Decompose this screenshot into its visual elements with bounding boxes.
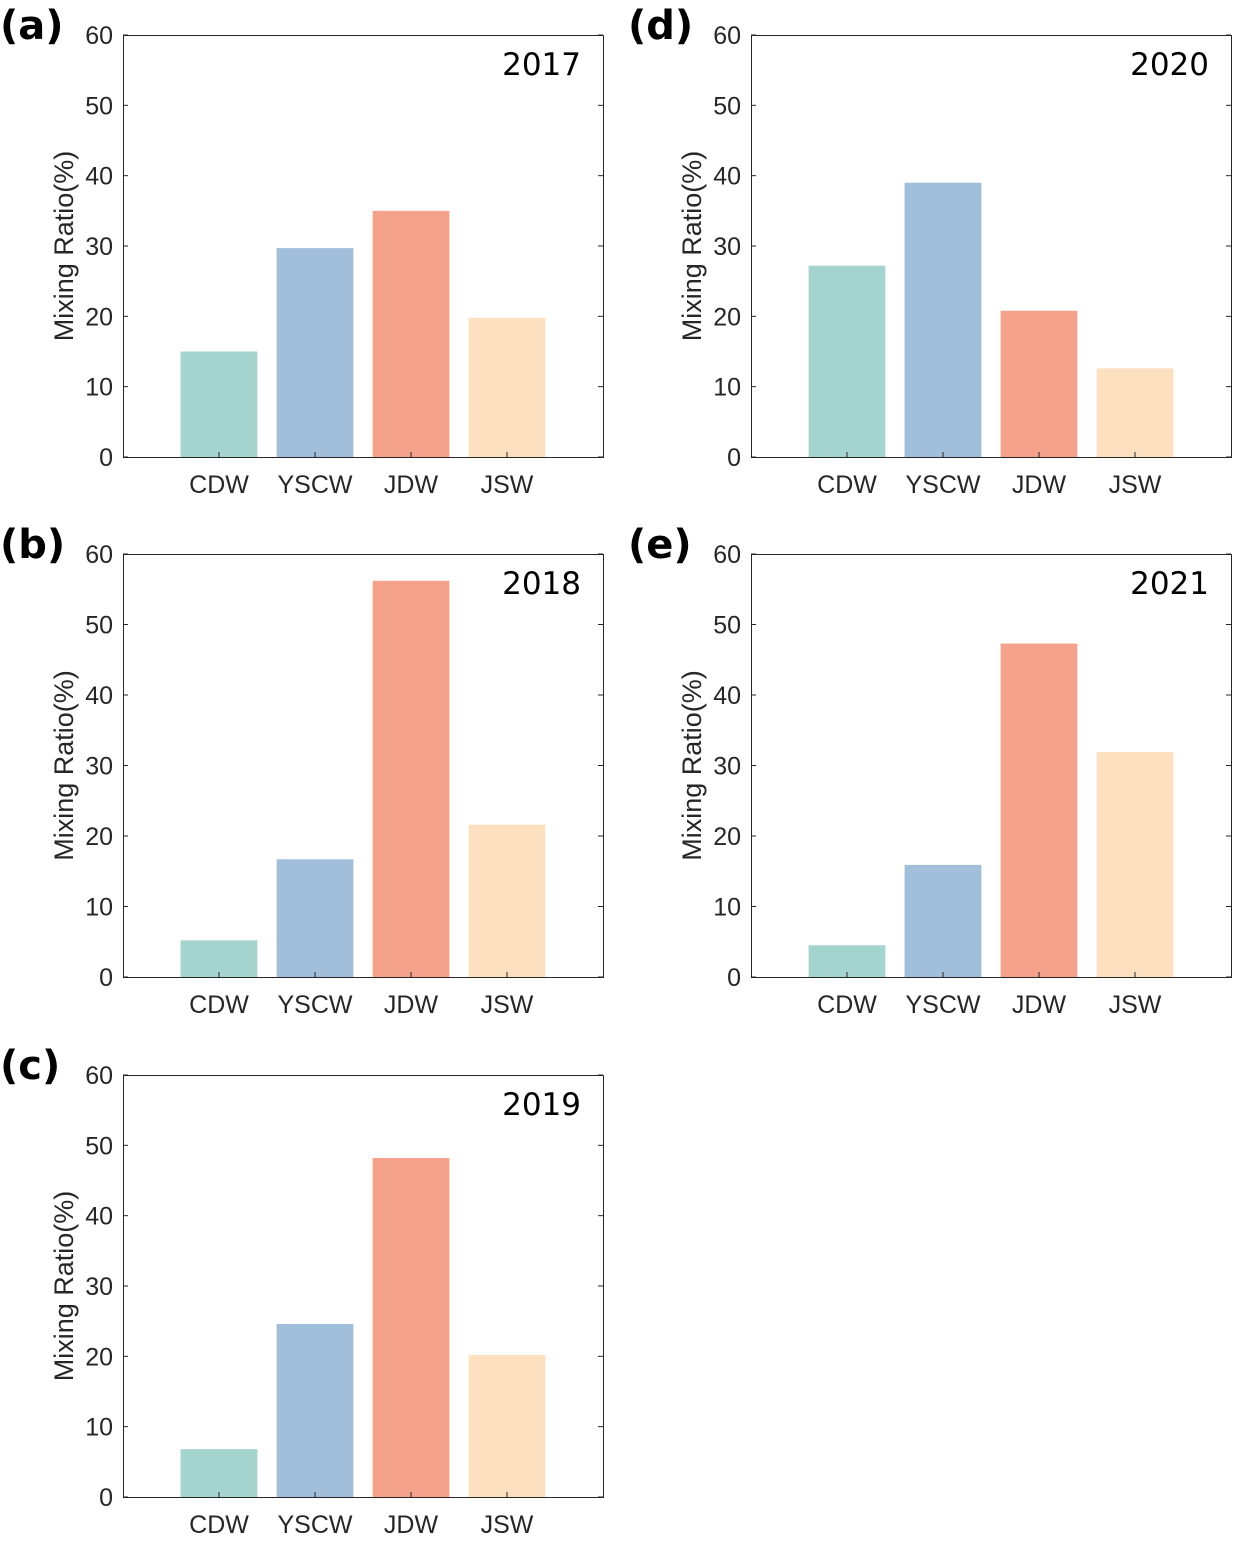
y-tick-label: 20	[713, 303, 741, 331]
year-annotation: 2019	[502, 1087, 581, 1123]
y-axis-title: Mixing Ratio(%)	[677, 151, 707, 342]
chart-panel-2019: 0 10 20 30 40 50 60 CDW YSCW JDW JSW Mixing Ratio(%…	[0, 1043, 604, 1539]
panel-label: (e)	[628, 522, 692, 568]
y-tick-label: 30	[85, 753, 113, 781]
bar-cdw	[180, 1449, 258, 1497]
y-tick-label: 40	[85, 163, 113, 191]
bar-jsw	[468, 824, 546, 977]
y-tick-label: 10	[713, 374, 741, 402]
y-axis-title: Mixing Ratio(%)	[49, 670, 79, 861]
bar-jsw	[1096, 752, 1174, 977]
bar-jsw	[468, 1354, 546, 1497]
bar-cdw	[808, 945, 886, 977]
y-tick-label: 40	[713, 163, 741, 191]
x-tick-label: YSCW	[906, 991, 981, 1019]
y-tick-label: 40	[713, 682, 741, 710]
x-tick-label: YSCW	[278, 1511, 353, 1539]
y-axis-title: Mixing Ratio(%)	[677, 670, 707, 861]
x-tick-label: YSCW	[906, 471, 981, 499]
y-tick-label: 60	[85, 541, 113, 569]
y-tick-label: 50	[85, 612, 113, 640]
x-tick-label: JDW	[1012, 991, 1067, 1019]
y-tick-label: 20	[85, 303, 113, 331]
chart-panel-2021: 0 10 20 30 40 50 60 CDW YSCW JDW JSW Mixing Ratio(%…	[628, 522, 1232, 1019]
panel-label: (b)	[0, 522, 65, 568]
year-annotation: 2021	[1130, 566, 1209, 602]
bar-yscw	[276, 859, 354, 977]
bar-jsw	[1096, 368, 1174, 457]
y-tick-label: 10	[713, 894, 741, 922]
y-tick-label: 60	[85, 1062, 113, 1090]
y-tick-label: 0	[99, 964, 113, 992]
y-tick-label: 40	[85, 1203, 113, 1231]
bar-yscw	[904, 864, 982, 977]
chart-panel-2018: 0 10 20 30 40 50 60 CDW YSCW JDW JSW Mixing Ratio(%…	[0, 522, 604, 1019]
x-tick-label: YSCW	[278, 471, 353, 499]
y-tick-label: 0	[99, 1484, 113, 1512]
y-tick-label: 10	[85, 1414, 113, 1442]
y-tick-label: 20	[85, 1343, 113, 1371]
panel-label: (d)	[628, 3, 693, 49]
x-tick-label: CDW	[189, 1511, 249, 1539]
y-tick-label: 50	[713, 612, 741, 640]
y-tick-label: 0	[99, 444, 113, 472]
x-tick-label: CDW	[189, 471, 249, 499]
x-tick-label: JDW	[384, 1511, 439, 1539]
y-tick-label: 50	[85, 92, 113, 120]
x-tick-label: JSW	[1109, 991, 1162, 1019]
year-annotation: 2018	[502, 566, 581, 602]
y-tick-label: 50	[85, 1132, 113, 1160]
x-tick-label: CDW	[817, 471, 877, 499]
year-annotation: 2017	[502, 47, 581, 83]
y-tick-label: 10	[85, 374, 113, 402]
bar-cdw	[180, 940, 258, 977]
y-axis-title: Mixing Ratio(%)	[49, 1191, 79, 1382]
bar-yscw	[904, 182, 982, 457]
x-tick-label: JSW	[481, 1511, 534, 1539]
bar-cdw	[180, 351, 258, 457]
year-annotation: 2020	[1130, 47, 1209, 83]
bar-jdw	[372, 580, 450, 977]
y-tick-label: 0	[727, 964, 741, 992]
x-tick-label: JSW	[481, 471, 534, 499]
bar-jdw	[372, 1157, 450, 1497]
bar-yscw	[276, 1323, 354, 1497]
x-tick-label: JSW	[1109, 471, 1162, 499]
y-tick-label: 40	[85, 682, 113, 710]
x-tick-label: JSW	[481, 991, 534, 1019]
x-tick-label: CDW	[189, 991, 249, 1019]
chart-panel-2020: 0 10 20 30 40 50 60 CDW YSCW JDW JSW Mixing Ratio(%…	[628, 3, 1232, 499]
y-tick-label: 10	[85, 894, 113, 922]
y-tick-label: 0	[727, 444, 741, 472]
panel-label: (c)	[0, 1043, 60, 1089]
bar-jdw	[1000, 310, 1078, 457]
y-axis-title: Mixing Ratio(%)	[49, 151, 79, 342]
bar-cdw	[808, 265, 886, 457]
bar-jdw	[1000, 643, 1078, 977]
y-tick-label: 20	[713, 823, 741, 851]
y-tick-label: 60	[85, 22, 113, 50]
x-tick-label: JDW	[384, 471, 439, 499]
bar-jsw	[468, 317, 546, 457]
bar-yscw	[276, 248, 354, 457]
x-tick-label: JDW	[384, 991, 439, 1019]
y-tick-label: 30	[713, 233, 741, 261]
y-tick-label: 60	[713, 22, 741, 50]
y-tick-label: 20	[85, 823, 113, 851]
x-tick-label: YSCW	[278, 991, 353, 1019]
panel-label: (a)	[0, 3, 64, 49]
y-tick-label: 60	[713, 541, 741, 569]
bar-jdw	[372, 210, 450, 457]
x-tick-label: JDW	[1012, 471, 1067, 499]
chart-panel-2017: 0 10 20 30 40 50 60 CDW YSCW JDW JSW Mixing Ratio(%…	[0, 3, 604, 499]
x-tick-label: CDW	[817, 991, 877, 1019]
y-tick-label: 30	[85, 233, 113, 261]
y-tick-label: 30	[85, 1273, 113, 1301]
y-tick-label: 50	[713, 92, 741, 120]
y-tick-label: 30	[713, 753, 741, 781]
